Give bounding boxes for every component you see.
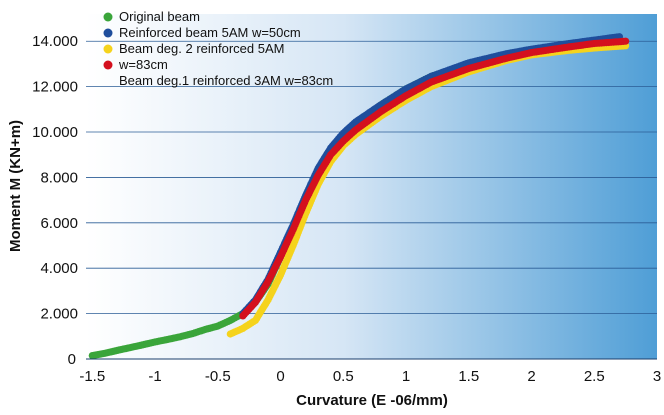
legend-label: w=83cm: [118, 57, 168, 72]
x-tick-label: 0.5: [333, 368, 354, 385]
x-tick-label: 1.5: [458, 368, 479, 385]
x-tick-label: 1: [402, 368, 410, 385]
legend-marker: [103, 28, 113, 38]
y-tick-label: 6.000: [40, 215, 78, 232]
x-tick-label: 3: [653, 368, 661, 385]
y-tick-label: 14.000: [32, 33, 78, 50]
y-axis-title: Moment M (KN+m): [7, 120, 24, 252]
x-axis-title: Curvature (E -06/mm): [296, 392, 448, 409]
y-tick-label: 0: [68, 351, 76, 368]
x-tick-label: 0: [276, 368, 284, 385]
legend-label: Reinforced beam 5AM w=50cm: [119, 25, 301, 40]
data-series: [88, 33, 630, 360]
legend-marker: [103, 44, 113, 54]
legend-label: Beam deg.1 reinforced 3AM w=83cm: [119, 73, 333, 88]
series-3: [239, 37, 630, 320]
y-tick-labels: 0 2.000 4.000 6.000 8.000 10.000 12.000 14.000: [32, 33, 78, 368]
y-tick-label: 4.000: [40, 260, 78, 277]
x-tick-labels: -1.5 -1 -0.5 0 0.5 1 1.5 2 2.5 3: [79, 368, 661, 385]
y-tick-label: 12.000: [32, 79, 78, 96]
plot-background: [86, 14, 657, 359]
x-tick-label: -1.5: [79, 368, 105, 385]
data-point: [622, 37, 630, 45]
legend-marker: [103, 60, 113, 70]
x-tick-label: -1: [148, 368, 161, 385]
x-tick-label: 2.5: [584, 368, 605, 385]
x-tick-label: 2: [527, 368, 535, 385]
y-tick-label: 8.000: [40, 169, 78, 186]
legend-marker: [103, 12, 113, 22]
y-tick-label: 2.000: [40, 306, 78, 323]
y-tick-label: 10.000: [32, 124, 78, 141]
x-tick-label: -0.5: [205, 368, 231, 385]
legend-label: Beam deg. 2 reinforced 5AM: [119, 41, 284, 56]
legend-label: Original beam: [119, 9, 200, 24]
grid-lines: [86, 40, 657, 315]
